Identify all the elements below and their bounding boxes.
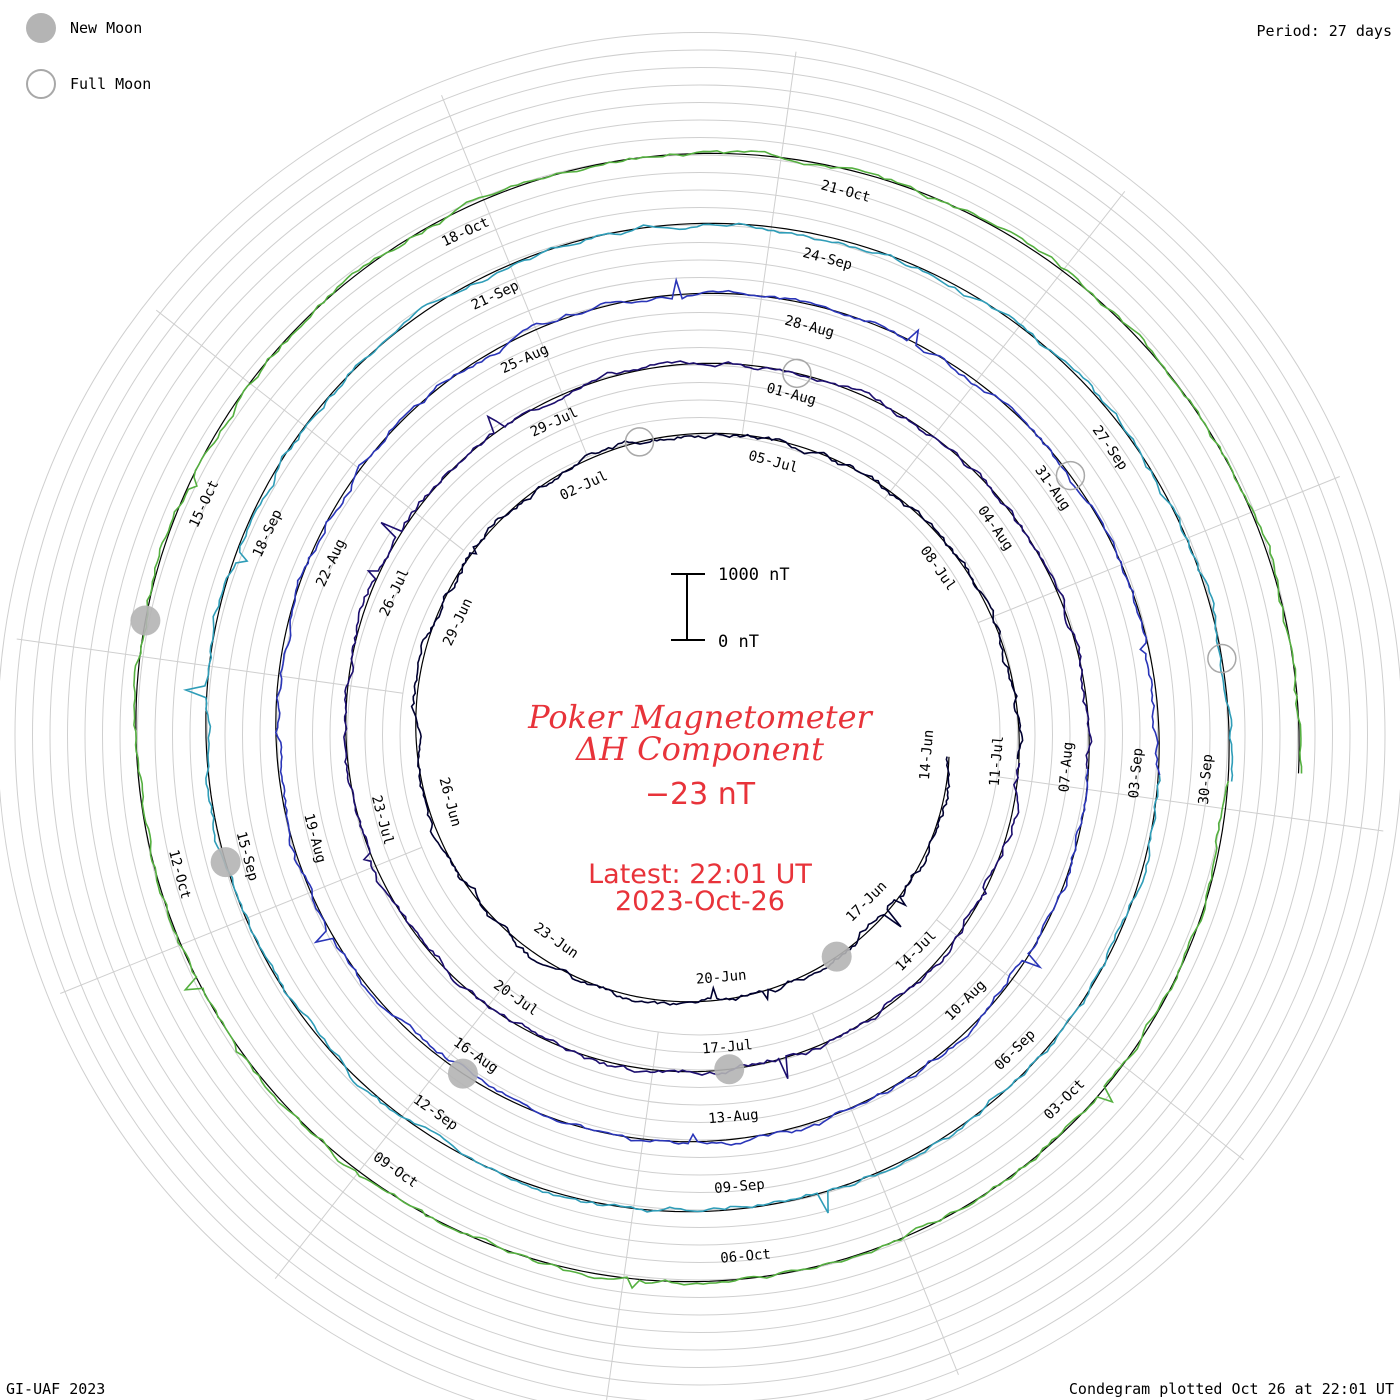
- grid-ring: [154, 189, 1246, 1281]
- trace-rotation-4: [182, 222, 1234, 1214]
- grid-ring: [364, 399, 1036, 1071]
- scale-bar: 1000 nT 0 nT: [671, 565, 790, 652]
- full-moon-marker: [782, 358, 812, 389]
- grid-ring: [347, 382, 1053, 1088]
- grid-ring: [207, 242, 1193, 1228]
- trace-rotation-1: [410, 432, 1024, 1006]
- full-moon-swatch: [26, 69, 56, 99]
- grid-ring: [119, 154, 1281, 1316]
- grid-spoke: [936, 919, 1245, 1161]
- latest-date: 2023-Oct-26: [615, 886, 785, 917]
- grid-ring: [84, 119, 1316, 1351]
- chart-title-line2: ΔH Component: [575, 730, 825, 768]
- date-label: 06-Oct: [720, 1246, 772, 1266]
- date-label: 09-Sep: [714, 1177, 766, 1197]
- grid-ring: [0, 32, 1400, 1400]
- date-label: 18-Oct: [439, 214, 492, 250]
- date-label: 30-Sep: [1196, 753, 1216, 805]
- full-moon-marker: [624, 427, 655, 457]
- grid-ring: [102, 137, 1298, 1333]
- scale-bottom-label: 0 nT: [718, 632, 759, 652]
- chart-title-line1: Poker Magnetometer: [528, 698, 872, 736]
- grid-spoke: [441, 95, 589, 458]
- grid-ring: [312, 347, 1088, 1123]
- grid-ring: [14, 49, 1386, 1400]
- grid-ring: [224, 259, 1176, 1211]
- grid-ring: [49, 84, 1351, 1386]
- date-label: 20-Jun: [695, 967, 747, 987]
- new-moon-marker: [821, 941, 852, 972]
- grid-ring: [242, 277, 1158, 1193]
- legend-full-moon: Full Moon: [26, 69, 151, 99]
- grid-spoke: [811, 1012, 959, 1375]
- date-label: 05-Jul: [747, 448, 800, 477]
- grid-ring: [382, 417, 1018, 1053]
- grid-spoke: [997, 776, 1384, 832]
- grid-ring: [172, 207, 1228, 1263]
- grid-ring: [399, 434, 1001, 1036]
- grid-ring: [32, 67, 1368, 1400]
- grid-spoke: [60, 846, 423, 994]
- grid-spoke: [606, 1032, 659, 1400]
- grid-ring: [137, 172, 1263, 1298]
- date-label: 17-Jul: [701, 1037, 753, 1057]
- scale-top-label: 1000 nT: [718, 565, 790, 585]
- trace-rotation-5: [133, 149, 1303, 1290]
- grid-rings: [0, 32, 1400, 1400]
- footer-plotted: Condegram plotted Oct 26 at 22:01 UT: [1068, 1380, 1394, 1398]
- date-label: 24-Sep: [801, 245, 854, 274]
- date-label: 11-Jul: [987, 735, 1007, 787]
- legend-new-moon: New Moon: [26, 13, 142, 43]
- grid-spoke: [884, 190, 1126, 499]
- date-label: 23-Jul: [368, 794, 397, 847]
- grid-ring: [259, 294, 1141, 1176]
- grid-spoke: [741, 51, 797, 438]
- grid-ring: [294, 329, 1106, 1141]
- new-moon-marker: [447, 1058, 478, 1089]
- grid-spoke: [977, 476, 1340, 624]
- date-label: 19-Aug: [300, 812, 329, 865]
- grid-spoke: [274, 971, 516, 1280]
- current-value: −23 nT: [644, 777, 756, 812]
- date-label: 07-Aug: [1056, 741, 1076, 793]
- new-moon-marker: [130, 605, 161, 636]
- grid-spoke: [155, 309, 464, 551]
- new-moon-swatch: [26, 13, 56, 43]
- grid-spokes: [16, 51, 1384, 1400]
- period-label: Period: 27 days: [1256, 22, 1392, 40]
- date-label: 01-Aug: [765, 380, 818, 409]
- date-label: 25-Aug: [498, 341, 551, 377]
- moon-markers: [130, 358, 1237, 1089]
- date-label: 14-Jun: [917, 729, 937, 781]
- legend-full-moon-label: Full Moon: [70, 75, 152, 93]
- legend-new-moon-label: New Moon: [70, 19, 143, 37]
- latest-time: Latest: 22:01 UT: [588, 859, 812, 890]
- date-label: 28-Aug: [783, 313, 836, 342]
- date-label: 13-Aug: [708, 1107, 760, 1127]
- footer-credit: GI-UAF 2023: [6, 1380, 106, 1398]
- trace-rotation-3: [274, 277, 1161, 1146]
- full-moon-marker: [1207, 643, 1237, 674]
- date-label: 21-Oct: [819, 177, 872, 206]
- date-label: 02-Jul: [558, 468, 611, 504]
- grid-ring: [67, 102, 1333, 1368]
- date-label: 12-Oct: [165, 848, 194, 901]
- full-moon-marker: [1055, 460, 1086, 491]
- trace-rotation-2: [343, 360, 1093, 1080]
- new-moon-marker: [714, 1054, 745, 1085]
- date-label: 29-Jun: [440, 596, 476, 649]
- date-label: 03-Sep: [1126, 747, 1146, 799]
- data-traces: [133, 149, 1303, 1290]
- new-moon-marker: [210, 847, 241, 878]
